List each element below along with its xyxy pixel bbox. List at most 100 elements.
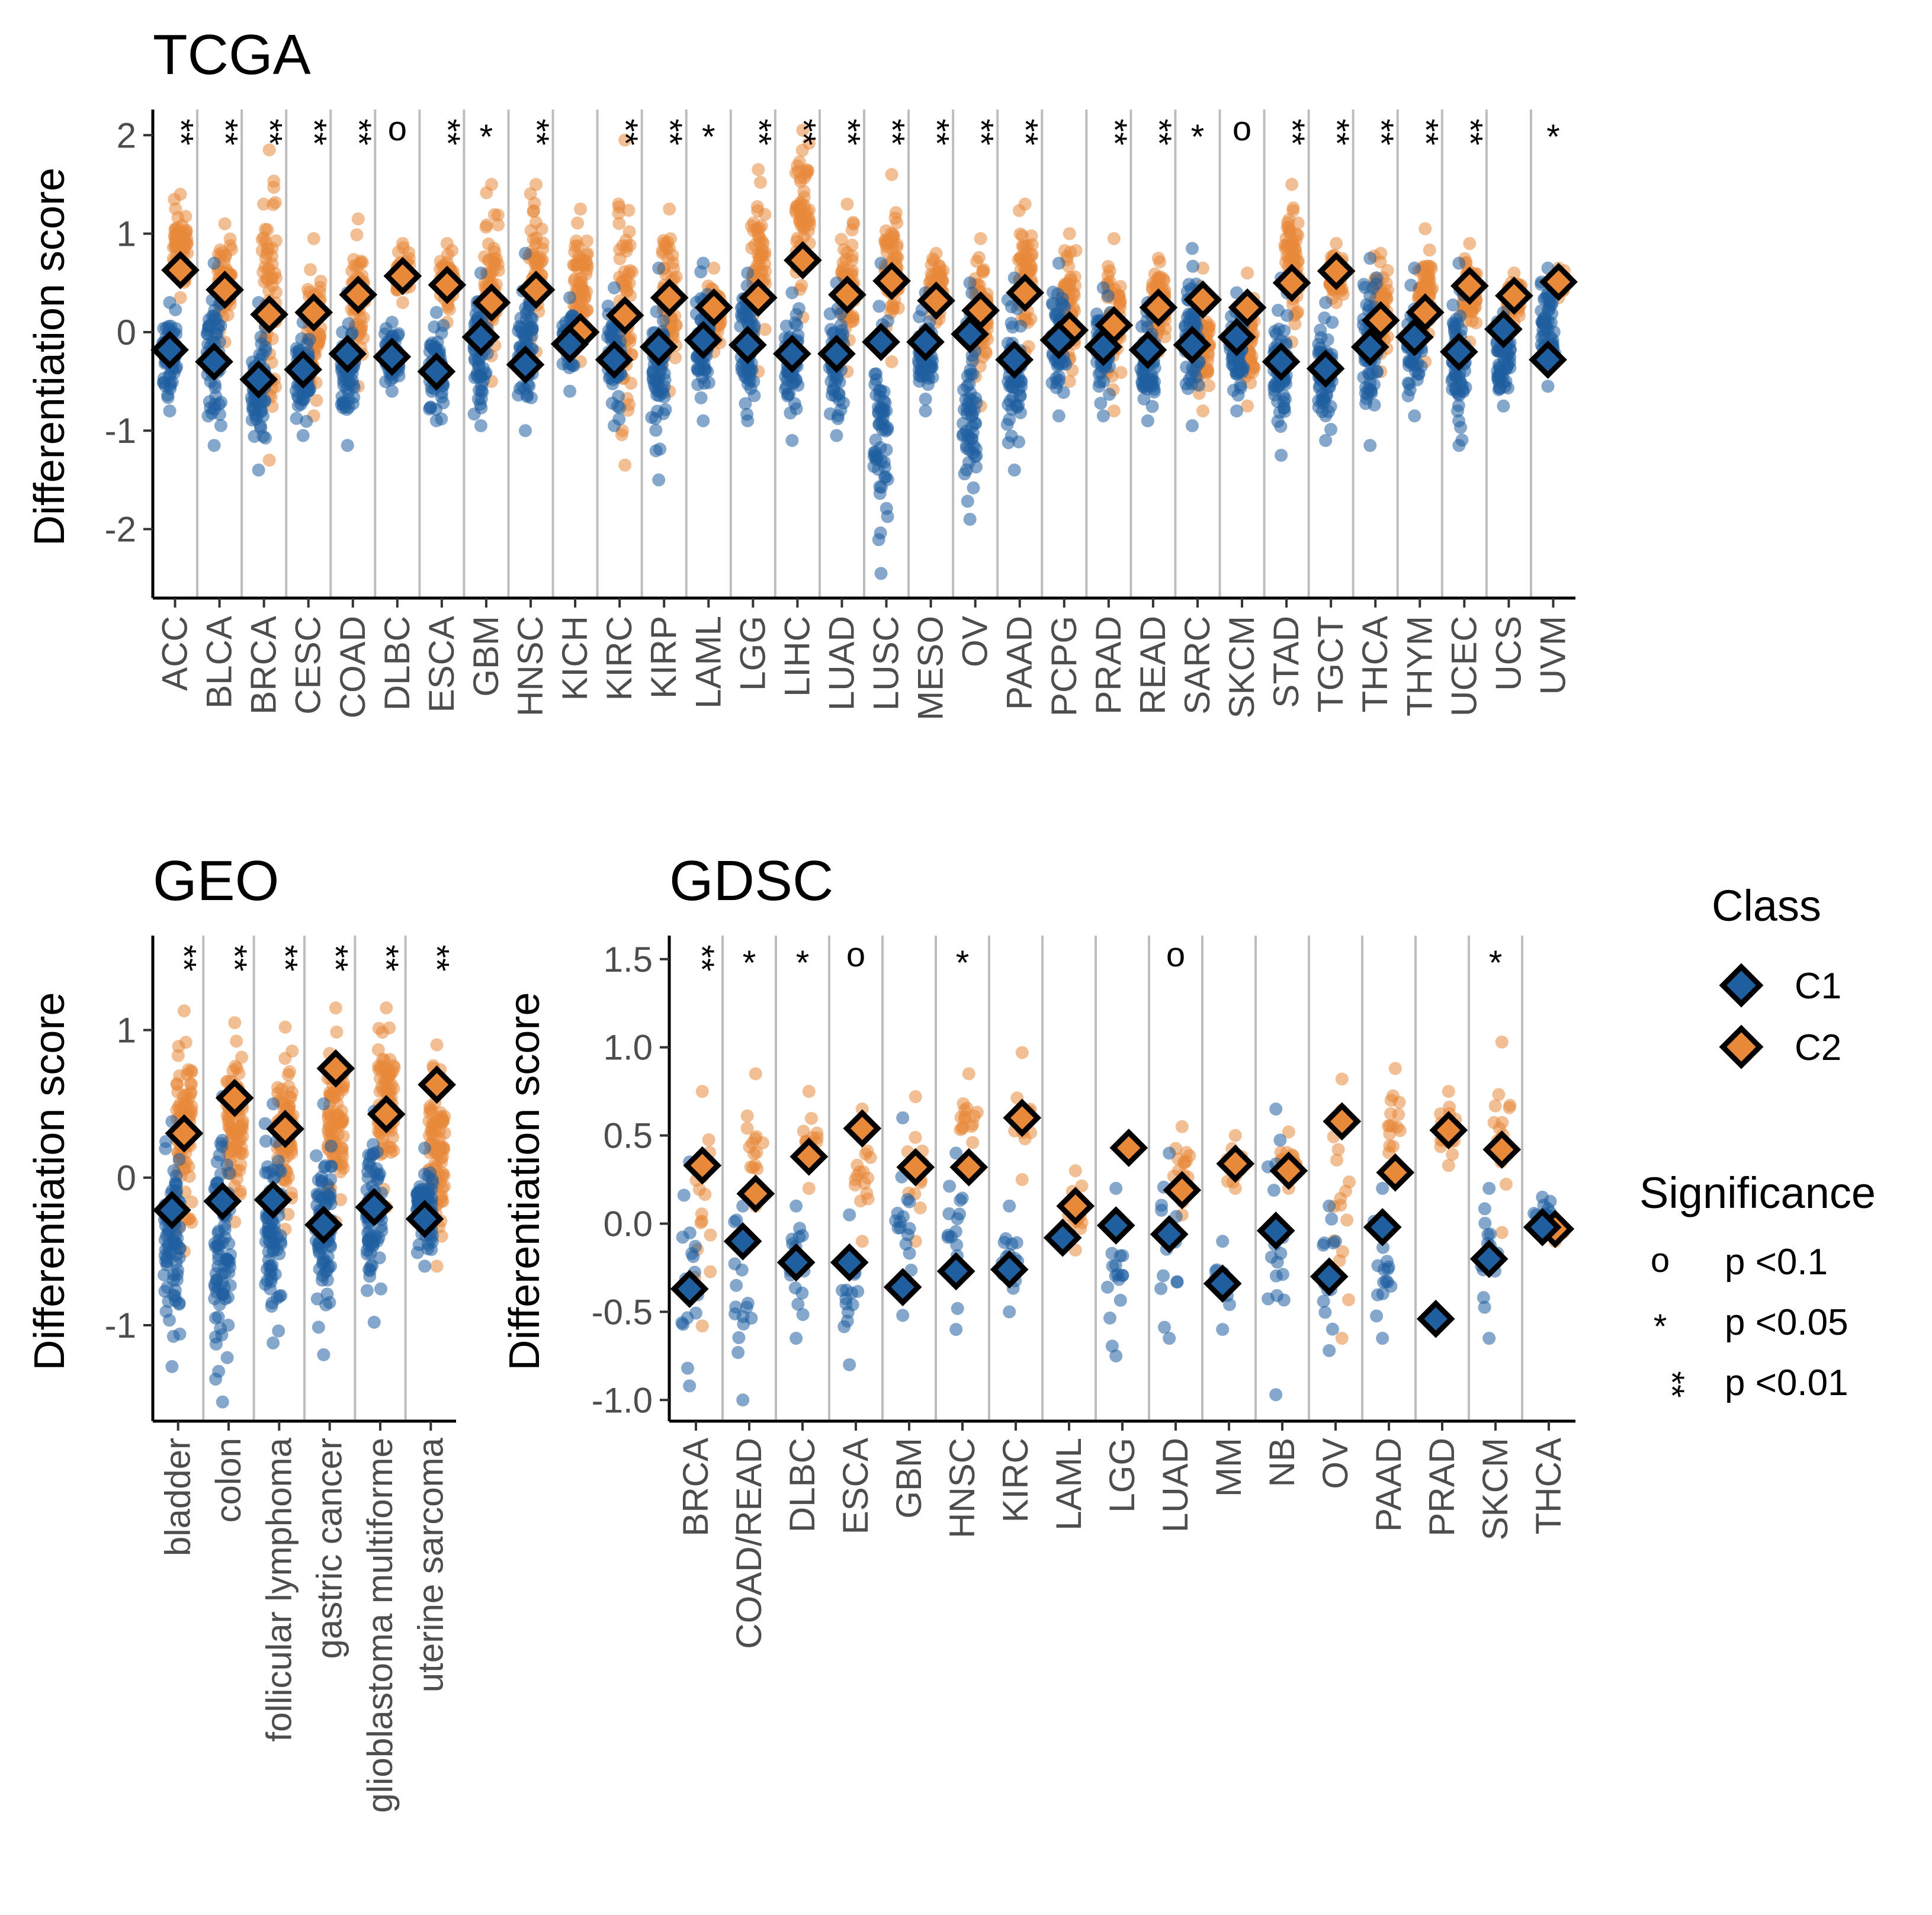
tcga-sample-point-c1 (958, 467, 971, 481)
tcga-sample-point-c1 (472, 384, 486, 397)
geo-sample-point-c2 (177, 1004, 191, 1018)
tcga-x-tick-label: UVM (1533, 616, 1572, 695)
tcga-sample-point-c1 (512, 320, 526, 333)
tcga-sample-point-c2 (1330, 237, 1343, 250)
geo-sample-point-c1 (216, 1288, 229, 1302)
tcga-sample-point-c2 (569, 239, 582, 253)
tcga-sample-point-c1 (1010, 400, 1024, 414)
tcga-sample-point-c2 (221, 308, 235, 322)
tcga-sample-point-c1 (880, 502, 893, 515)
tcga-sample-point-c1 (874, 256, 888, 270)
tcga-sample-point-c2 (796, 123, 810, 137)
geo-sample-point-c2 (284, 1091, 297, 1104)
tcga-sample-point-c1 (656, 314, 670, 327)
tcga-sample-point-c2 (1241, 266, 1254, 280)
geo-sample-point-c1 (324, 1139, 338, 1153)
geo-sample-point-c2 (182, 1091, 196, 1105)
tcga-significance-marker: ** (873, 118, 912, 145)
tcga-x-tick-label: OV (955, 616, 995, 667)
tcga-sample-point-c1 (1272, 322, 1286, 336)
tcga-sample-point-c1 (697, 256, 710, 270)
tcga-sample-point-c2 (440, 237, 454, 250)
geo-sample-point-c1 (262, 1259, 276, 1273)
tcga-x-tick-label: LAML (688, 616, 728, 709)
tcga-sample-point-c1 (736, 306, 750, 320)
tcga-sample-point-c1 (296, 429, 310, 442)
tcga-sample-point-c1 (1185, 419, 1199, 432)
tcga-sample-point-c1 (963, 276, 977, 290)
tcga-sample-point-c2 (750, 200, 764, 214)
tcga-sample-point-c2 (478, 250, 492, 264)
geo-sample-point-c1 (172, 1153, 186, 1167)
geo-sample-point-c1 (274, 1237, 288, 1251)
geo-sample-point-c1 (158, 1233, 172, 1246)
tcga-sample-point-c1 (874, 567, 888, 580)
tcga-sample-point-c2 (267, 174, 281, 188)
tcga-sample-point-c2 (1113, 295, 1127, 309)
tcga-sample-point-c2 (1418, 281, 1432, 294)
tcga-sample-point-c1 (1321, 405, 1335, 419)
tcga-sample-point-c2 (168, 223, 182, 237)
tcga-sample-point-c1 (1537, 316, 1551, 330)
tcga-sample-point-c1 (1047, 285, 1060, 299)
tcga-sample-point-c1 (832, 387, 846, 401)
tcga-significance-marker: ** (650, 118, 689, 145)
tcga-sample-point-c2 (1013, 251, 1027, 265)
tcga-sample-point-c1 (437, 319, 450, 332)
tcga-sample-point-c1 (1363, 252, 1377, 265)
tcga-sample-point-c2 (1241, 399, 1254, 413)
tcga-x-tick-label: THYM (1400, 616, 1439, 716)
tcga-sample-point-c1 (1275, 448, 1288, 462)
tcga-significance-marker: ** (917, 118, 956, 145)
tcga-sample-point-c1 (256, 429, 270, 443)
geo-sample-point-c2 (373, 1085, 387, 1098)
tcga-sample-point-c1 (878, 461, 891, 474)
tcga-sample-point-c1 (653, 442, 667, 456)
tcga-sample-point-c2 (574, 203, 588, 216)
tcga-significance-marker: ** (206, 118, 245, 145)
tcga-sample-point-c2 (798, 211, 811, 225)
tcga-x-tick-label: LUAD (821, 616, 861, 711)
tcga-sample-point-c1 (201, 409, 215, 423)
tcga-sample-point-c1 (790, 402, 803, 416)
tcga-sample-point-c1 (341, 439, 354, 452)
tcga-sample-point-c1 (1274, 420, 1288, 433)
tcga-sample-point-c1 (1007, 463, 1021, 477)
geo-sample-point-c1 (216, 1395, 229, 1409)
tcga-sample-point-c2 (1418, 222, 1432, 236)
geo-y-tick-label: 1 (117, 1011, 136, 1050)
tcga-sample-point-c1 (645, 410, 659, 424)
tcga-x-tick-label: MESO (911, 616, 951, 721)
tcga-sample-point-c2 (929, 246, 943, 260)
tcga-sample-point-c2 (657, 236, 671, 250)
tcga-sample-point-c2 (570, 258, 583, 272)
tcga-sample-point-c1 (925, 361, 938, 374)
tcga-sample-point-c1 (1050, 376, 1064, 390)
tcga-x-tick-label: DLBC (377, 616, 417, 711)
tcga-significance-marker: ** (1095, 118, 1134, 145)
tcga-sample-point-c1 (823, 407, 837, 420)
tcga-sample-point-c2 (1151, 252, 1165, 265)
tcga-sample-point-c1 (1141, 414, 1154, 428)
tcga-sample-point-c1 (608, 419, 621, 432)
geo-sample-point-c1 (215, 1268, 229, 1281)
tcga-x-tick-label: UCEC (1444, 616, 1484, 716)
tcga-sample-point-c2 (527, 205, 540, 219)
tcga-sample-point-c2 (620, 240, 634, 254)
tcga-sample-point-c2 (663, 203, 676, 216)
geo-sample-point-c2 (380, 1001, 393, 1015)
tcga-sample-point-c1 (963, 512, 977, 526)
tcga-sample-point-c2 (1196, 261, 1209, 275)
tcga-sample-point-c1 (163, 296, 176, 310)
tcga-x-tick-label: PAAD (1000, 616, 1039, 710)
tcga-x-tick-label: KICH (555, 616, 595, 701)
tcga-sample-point-c1 (474, 419, 487, 432)
tcga-sample-point-c2 (932, 259, 946, 272)
tcga-sample-point-c1 (1497, 399, 1510, 413)
tcga-sample-point-c1 (1324, 423, 1338, 436)
tcga-sample-point-c2 (618, 133, 632, 147)
geo-x-tick-label: gastric cancer (310, 1438, 349, 1659)
tcga-sample-point-c1 (519, 246, 532, 260)
